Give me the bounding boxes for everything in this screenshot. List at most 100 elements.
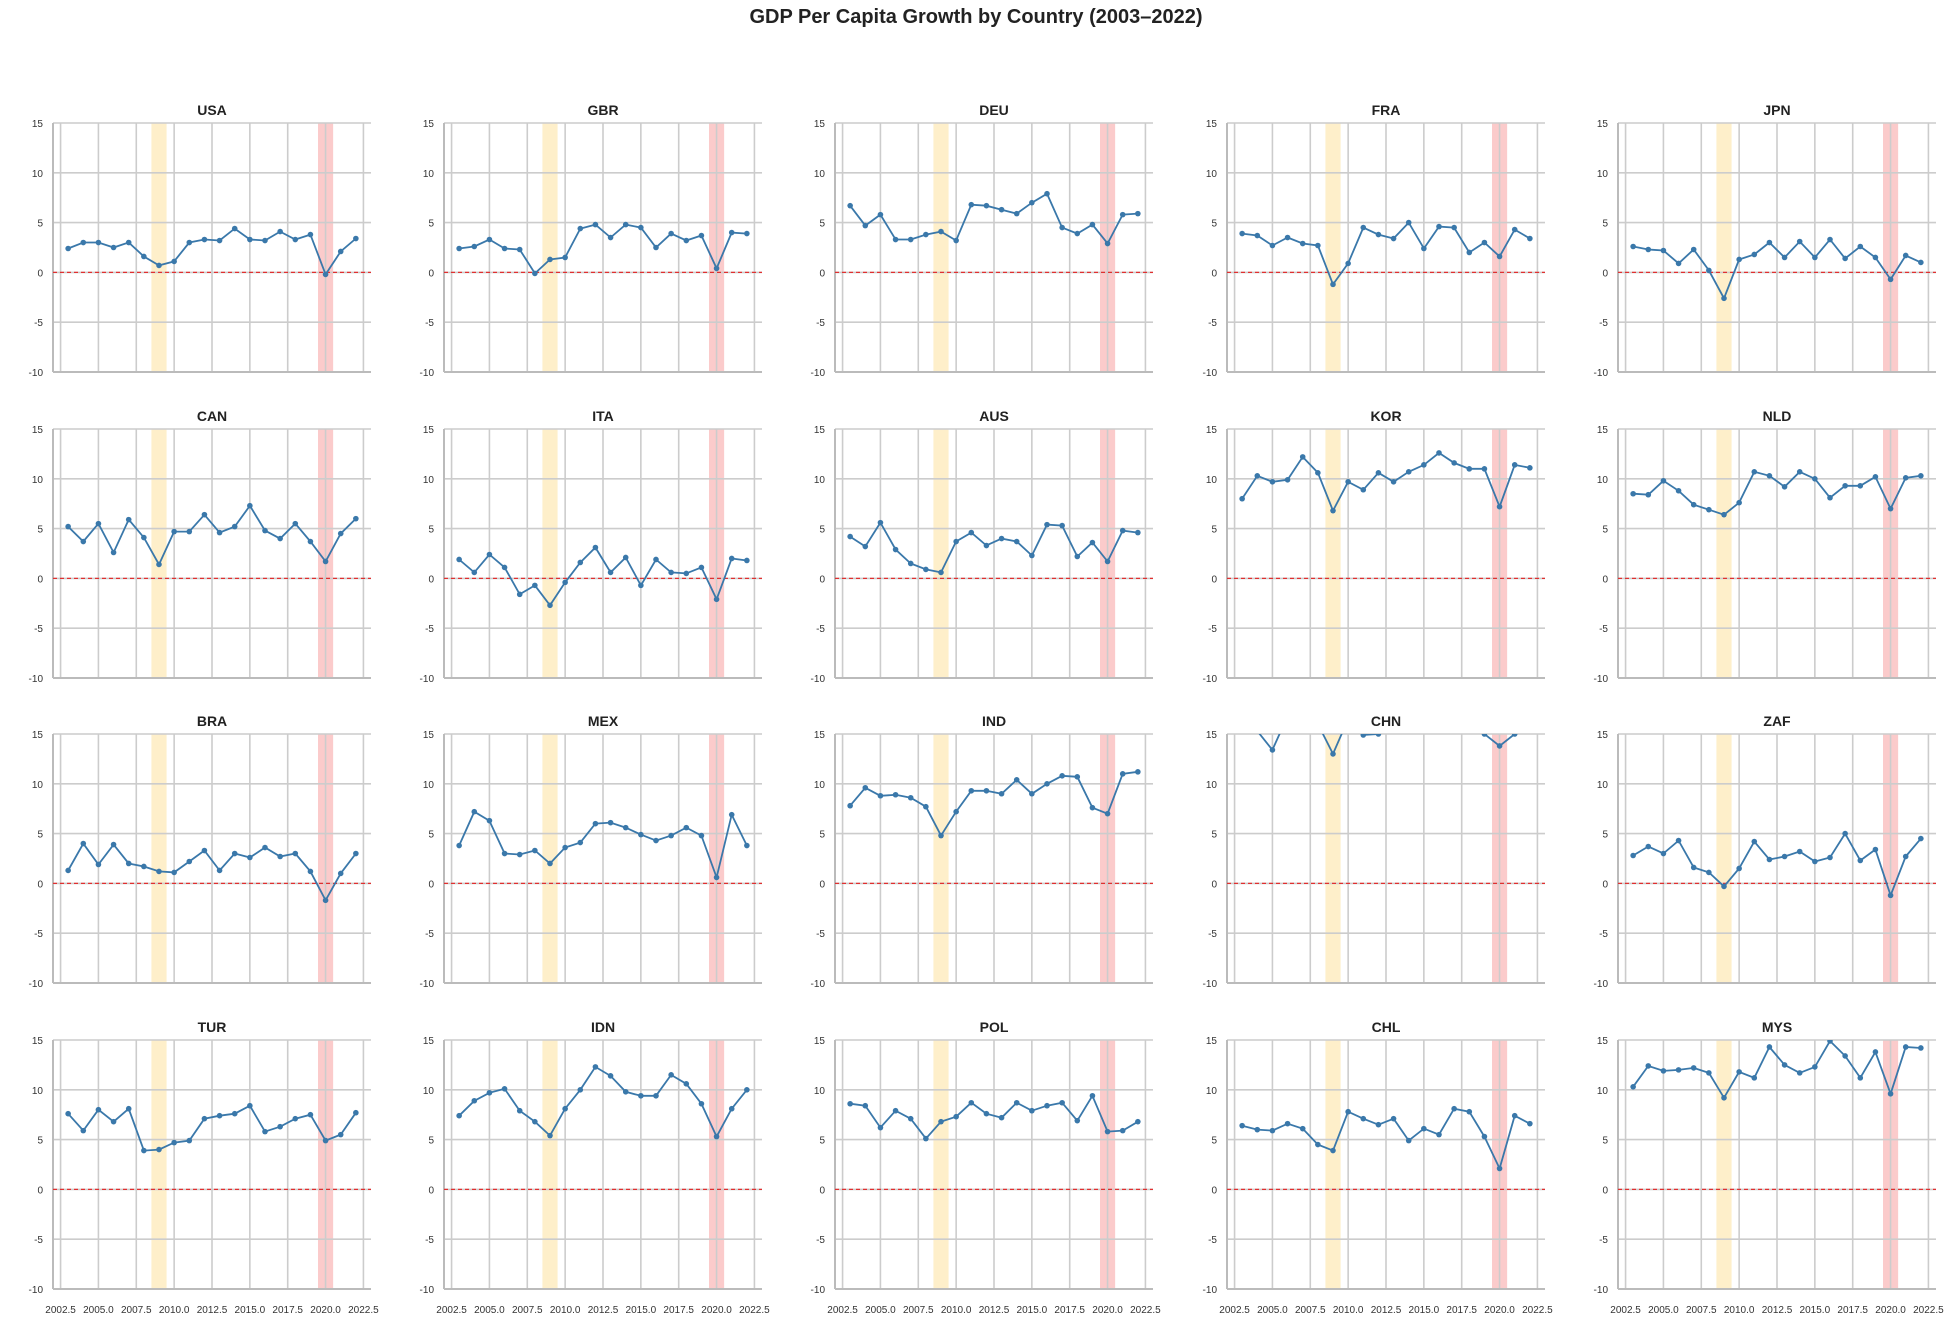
y-tick-label: 5 [428, 1136, 434, 1147]
data-point [1345, 478, 1351, 485]
data-point [547, 860, 553, 867]
data-point [713, 265, 720, 272]
data-point [683, 1081, 690, 1087]
series-line [1633, 470, 1922, 516]
data-point [353, 235, 359, 242]
x-tick-label: 2012.5 [1371, 1305, 1402, 1316]
y-tick-label: -10 [811, 674, 826, 685]
data-point [923, 1135, 929, 1142]
data-point [907, 560, 914, 567]
data-point [1887, 892, 1894, 899]
data-point [1645, 491, 1652, 498]
panel-title-bra: BRA [197, 713, 227, 729]
data-point [1736, 1069, 1742, 1075]
y-tick-label: 15 [1206, 425, 1218, 436]
series-line [1632, 831, 1922, 899]
data-point [501, 850, 508, 857]
data-point [607, 819, 614, 826]
shaded-period-0 [933, 429, 949, 678]
panel-chn: -10 -5 0 5 10 15 CHN [1203, 701, 1545, 990]
data-point [337, 870, 344, 877]
data-point [1074, 774, 1081, 780]
y-tick-label: 0 [37, 1185, 43, 1196]
series-can [65, 502, 359, 568]
shaded-period-0 [1716, 1040, 1732, 1289]
data-point [1766, 1044, 1773, 1050]
data-point [907, 1115, 914, 1122]
data-point [125, 239, 132, 246]
data-point [456, 1112, 462, 1119]
y-tick-label: 5 [1211, 219, 1217, 230]
data-point [1751, 1075, 1758, 1081]
data-point [1029, 1107, 1035, 1114]
data-point [1466, 713, 1472, 719]
chart-title: GDP Per Capita Growth by Country (2003–2… [749, 6, 1203, 28]
data-point [80, 1127, 87, 1134]
data-point [953, 808, 959, 815]
y-tick-label: -10 [420, 979, 435, 990]
data-point [1706, 267, 1712, 274]
y-tick-label: -5 [34, 624, 43, 635]
data-point [1466, 1108, 1473, 1115]
data-point [1675, 837, 1682, 844]
data-point [1330, 281, 1336, 288]
data-point [1239, 495, 1245, 502]
data-point [216, 1112, 223, 1119]
data-point [698, 832, 705, 839]
data-point [201, 1115, 208, 1122]
data-point [501, 1086, 508, 1092]
data-point [1781, 853, 1788, 860]
data-point [1436, 223, 1442, 230]
data-point [1796, 238, 1803, 245]
shaded-period-0 [1716, 429, 1732, 678]
data-point [1330, 507, 1336, 514]
y-tick-label: 15 [1206, 730, 1218, 741]
panel-fra: -10 -5 0 5 10 15 FRA [1203, 102, 1545, 379]
data-point [1827, 854, 1833, 861]
y-tick-label: -10 [811, 368, 826, 379]
data-point [1466, 249, 1473, 256]
data-point [1029, 199, 1035, 206]
data-point [953, 237, 959, 244]
y-tick-label: 10 [1597, 475, 1609, 486]
data-point [998, 206, 1005, 213]
y-tick-label: 10 [423, 1086, 435, 1097]
data-point [653, 837, 659, 844]
data-point [156, 1146, 162, 1153]
data-point [1119, 1127, 1126, 1134]
panel-title-kor: KOR [1370, 408, 1401, 424]
data-point [1466, 466, 1473, 472]
data-point [1239, 701, 1245, 707]
y-tick-label: 5 [428, 525, 434, 536]
data-point [307, 231, 314, 238]
data-point [1013, 777, 1020, 783]
data-point [262, 527, 268, 534]
data-point [231, 1110, 238, 1117]
data-point [1766, 856, 1773, 863]
data-point [923, 803, 929, 810]
data-point [1269, 478, 1276, 485]
data-point [547, 1132, 553, 1139]
panel-jpn: -10 -5 0 5 10 15 JPN [1594, 102, 1936, 379]
data-point [892, 546, 899, 553]
y-tick-label: -5 [816, 624, 825, 635]
y-tick-label: 5 [819, 219, 825, 230]
data-point [471, 808, 478, 815]
data-point [532, 582, 538, 589]
data-point [1902, 475, 1909, 481]
y-tick-label: 15 [1597, 119, 1609, 130]
data-point [1827, 236, 1833, 243]
data-point [1781, 1062, 1788, 1068]
data-point [938, 228, 944, 235]
data-point [622, 554, 629, 561]
data-point [1239, 230, 1245, 237]
data-point [592, 820, 599, 827]
data-point [262, 237, 268, 244]
data-point [1812, 476, 1818, 482]
data-point [923, 231, 929, 238]
data-point [607, 1073, 614, 1079]
data-point [668, 832, 674, 839]
y-tick-label: 5 [819, 1136, 825, 1147]
series-line [849, 520, 1139, 574]
